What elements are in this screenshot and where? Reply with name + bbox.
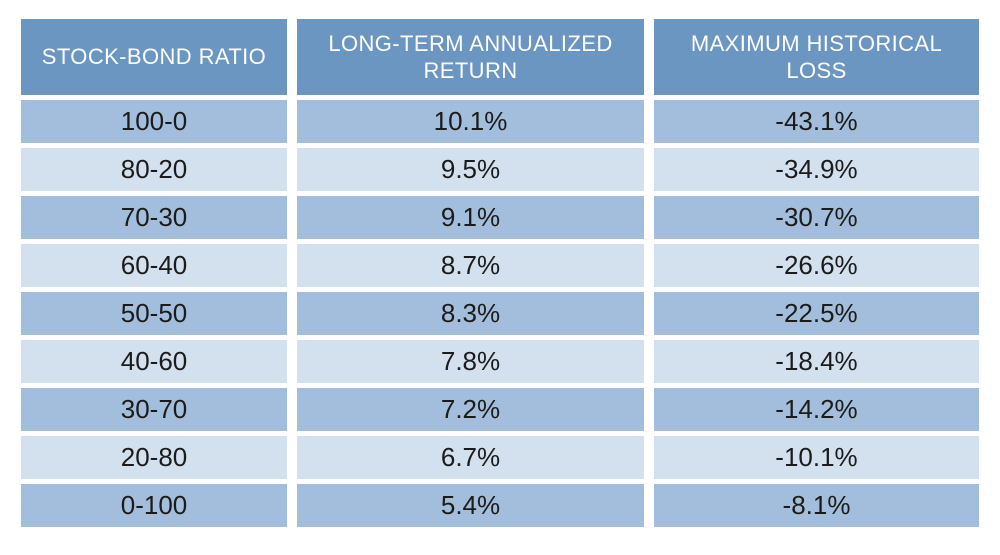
table-cell-r6-c0: 30-70 (21, 388, 287, 431)
column-header-maximum-historical-loss: MAXIMUM HISTORICAL LOSS (654, 19, 979, 95)
table-cell-r5-c2: -18.4% (654, 340, 979, 383)
column-header-long-term-annualized-return: LONG-TERM ANNUALIZED RETURN (297, 19, 644, 95)
table-cell-r5-c0: 40-60 (21, 340, 287, 383)
table-cell-r4-c2: -22.5% (654, 292, 979, 335)
table-cell-r1-c2: -34.9% (654, 148, 979, 191)
table-cell-r1-c0: 80-20 (21, 148, 287, 191)
table-cell-r5-c1: 7.8% (297, 340, 644, 383)
table-cell-r0-c2: -43.1% (654, 100, 979, 143)
table-cell-r3-c0: 60-40 (21, 244, 287, 287)
table-cell-r0-c1: 10.1% (297, 100, 644, 143)
table-cell-r4-c1: 8.3% (297, 292, 644, 335)
table-cell-r2-c2: -30.7% (654, 196, 979, 239)
table-cell-r7-c0: 20-80 (21, 436, 287, 479)
table-cell-r1-c1: 9.5% (297, 148, 644, 191)
table-cell-r0-c0: 100-0 (21, 100, 287, 143)
table-cell-r2-c0: 70-30 (21, 196, 287, 239)
table-cell-r6-c2: -14.2% (654, 388, 979, 431)
stock-bond-table: STOCK-BOND RATIO LONG-TERM ANNUALIZED RE… (21, 19, 979, 527)
table-cell-r3-c1: 8.7% (297, 244, 644, 287)
table-cell-r2-c1: 9.1% (297, 196, 644, 239)
table-cell-r3-c2: -26.6% (654, 244, 979, 287)
table-cell-r7-c2: -10.1% (654, 436, 979, 479)
table-cell-r8-c2: -8.1% (654, 484, 979, 527)
table-cell-r6-c1: 7.2% (297, 388, 644, 431)
table-cell-r8-c0: 0-100 (21, 484, 287, 527)
column-header-stock-bond-ratio: STOCK-BOND RATIO (21, 19, 287, 95)
table-cell-r4-c0: 50-50 (21, 292, 287, 335)
table-cell-r7-c1: 6.7% (297, 436, 644, 479)
table-cell-r8-c1: 5.4% (297, 484, 644, 527)
